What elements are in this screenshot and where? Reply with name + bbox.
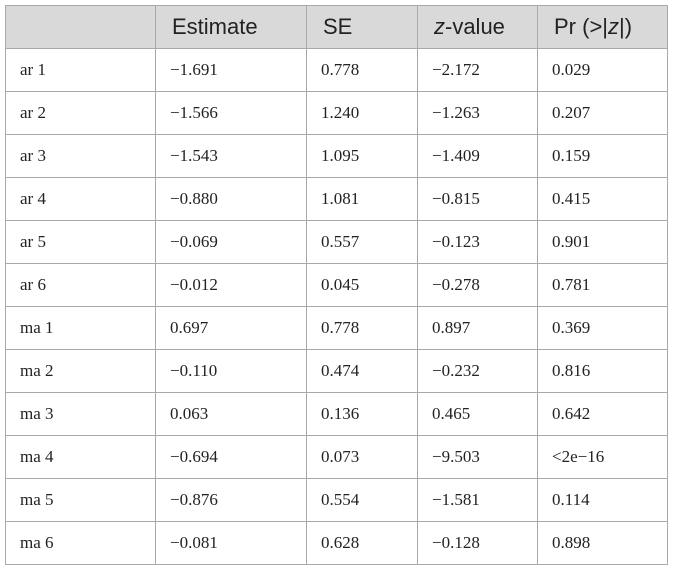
cell-se: 1.095: [306, 134, 418, 178]
cell-se: 0.045: [306, 263, 418, 307]
cell-p-value: 0.369: [537, 306, 668, 350]
table-row: ar 4 −0.880 1.081 −0.815 0.415: [5, 177, 668, 221]
table-row: ma 2 −0.110 0.474 −0.232 0.816: [5, 349, 668, 393]
cell-se: 0.474: [306, 349, 418, 393]
cell-se: 0.557: [306, 220, 418, 264]
table-header-row: Estimate SE z-value Pr (>|z|): [5, 5, 668, 49]
cell-term: ma 6: [5, 521, 156, 565]
cell-estimate: −0.069: [155, 220, 307, 264]
cell-term: ar 5: [5, 220, 156, 264]
cell-term: ma 4: [5, 435, 156, 479]
cell-estimate: −0.694: [155, 435, 307, 479]
table-row: ma 3 0.063 0.136 0.465 0.642: [5, 392, 668, 436]
header-p-value-italic: z: [608, 14, 620, 39]
cell-term: ar 1: [5, 48, 156, 92]
cell-z-value: −2.172: [417, 48, 538, 92]
cell-z-value: −0.123: [417, 220, 538, 264]
cell-z-value: 0.897: [417, 306, 538, 350]
cell-p-value: 0.114: [537, 478, 668, 522]
header-z-value: z-value: [417, 5, 538, 49]
cell-term: ma 1: [5, 306, 156, 350]
table-row: ar 2 −1.566 1.240 −1.263 0.207: [5, 91, 668, 135]
cell-z-value: −0.815: [417, 177, 538, 221]
cell-se: 1.081: [306, 177, 418, 221]
cell-z-value: −0.128: [417, 521, 538, 565]
header-blank: [5, 5, 156, 49]
header-z-value-italic: z: [434, 14, 445, 39]
header-p-value-suffix: |): [619, 14, 633, 39]
cell-estimate: −1.543: [155, 134, 307, 178]
cell-estimate: −0.876: [155, 478, 307, 522]
cell-p-value: 0.207: [537, 91, 668, 135]
coefficient-table: Estimate SE z-value Pr (>|z|) ar 1 −1.691…: [5, 5, 668, 565]
cell-p-value: 0.898: [537, 521, 668, 565]
table-row: ma 5 −0.876 0.554 −1.581 0.114: [5, 478, 668, 522]
cell-estimate: −1.566: [155, 91, 307, 135]
table-row: ar 5 −0.069 0.557 −0.123 0.901: [5, 220, 668, 264]
cell-se: 0.554: [306, 478, 418, 522]
cell-z-value: −0.278: [417, 263, 538, 307]
cell-p-value: 0.901: [537, 220, 668, 264]
cell-term: ar 2: [5, 91, 156, 135]
cell-z-value: −9.503: [417, 435, 538, 479]
cell-estimate: 0.063: [155, 392, 307, 436]
header-se: SE: [306, 5, 418, 49]
cell-z-value: 0.465: [417, 392, 538, 436]
cell-z-value: −1.409: [417, 134, 538, 178]
table-row: ar 6 −0.012 0.045 −0.278 0.781: [5, 263, 668, 307]
table-row: ma 6 −0.081 0.628 −0.128 0.898: [5, 521, 668, 565]
cell-term: ma 5: [5, 478, 156, 522]
table-body: ar 1 −1.691 0.778 −2.172 0.029 ar 2 −1.566 1.24…: [5, 48, 668, 565]
cell-se: 0.778: [306, 48, 418, 92]
cell-p-value: 0.781: [537, 263, 668, 307]
header-p-value: Pr (>|z|): [537, 5, 668, 49]
cell-p-value: 0.159: [537, 134, 668, 178]
cell-estimate: −0.012: [155, 263, 307, 307]
cell-estimate: −0.081: [155, 521, 307, 565]
cell-se: 1.240: [306, 91, 418, 135]
cell-estimate: −0.880: [155, 177, 307, 221]
cell-p-value: 0.816: [537, 349, 668, 393]
cell-estimate: −0.110: [155, 349, 307, 393]
cell-term: ma 2: [5, 349, 156, 393]
cell-se: 0.073: [306, 435, 418, 479]
table-row: ar 3 −1.543 1.095 −1.409 0.159: [5, 134, 668, 178]
cell-z-value: −1.263: [417, 91, 538, 135]
cell-z-value: −0.232: [417, 349, 538, 393]
cell-z-value: −1.581: [417, 478, 538, 522]
header-p-value-prefix: Pr (>|: [554, 14, 609, 39]
header-estimate: Estimate: [155, 5, 307, 49]
cell-estimate: 0.697: [155, 306, 307, 350]
cell-term: ar 3: [5, 134, 156, 178]
cell-term: ma 3: [5, 392, 156, 436]
cell-se: 0.136: [306, 392, 418, 436]
cell-p-value: 0.642: [537, 392, 668, 436]
table-row: ma 1 0.697 0.778 0.897 0.369: [5, 306, 668, 350]
cell-p-value: 0.029: [537, 48, 668, 92]
cell-p-value: 0.415: [537, 177, 668, 221]
table-row: ma 4 −0.694 0.073 −9.503 <2e−16: [5, 435, 668, 479]
cell-estimate: −1.691: [155, 48, 307, 92]
cell-term: ar 6: [5, 263, 156, 307]
cell-p-value: <2e−16: [537, 435, 668, 479]
header-z-value-rest: -value: [445, 14, 505, 39]
coefficient-table-container: Estimate SE z-value Pr (>|z|) ar 1 −1.691…: [5, 5, 668, 565]
cell-term: ar 4: [5, 177, 156, 221]
table-row: ar 1 −1.691 0.778 −2.172 0.029: [5, 48, 668, 92]
cell-se: 0.778: [306, 306, 418, 350]
cell-se: 0.628: [306, 521, 418, 565]
